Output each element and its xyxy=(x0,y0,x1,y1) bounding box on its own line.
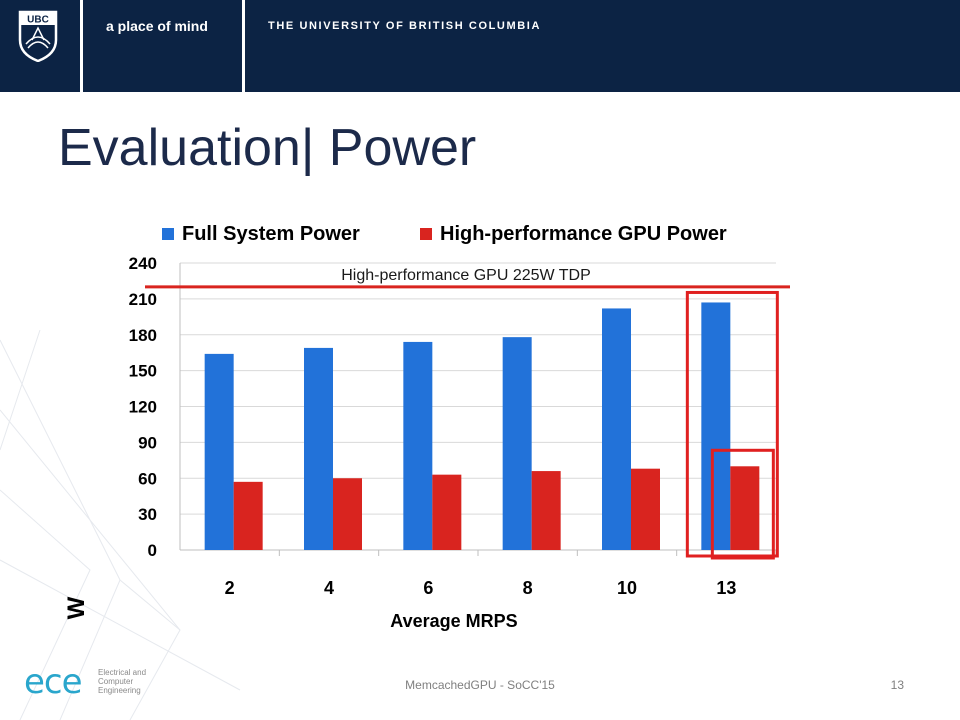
y-axis-label: W xyxy=(63,596,90,619)
bar-gpu xyxy=(531,471,561,550)
legend-label: Full System Power xyxy=(182,223,360,245)
tdp-reference-label: High-performance GPU 225W TDP xyxy=(341,267,591,284)
y-tick-label: 0 xyxy=(148,541,157,560)
decorative-lines xyxy=(0,330,241,720)
bar-gpu xyxy=(333,478,362,550)
legend-label: High-performance GPU Power xyxy=(440,223,727,245)
x-tick-label: 2 xyxy=(225,578,235,598)
chart-bars xyxy=(204,302,760,550)
header-divider xyxy=(242,0,245,92)
slide-title: Evaluation| Power xyxy=(58,119,477,177)
bar-gpu xyxy=(233,481,263,550)
bar-gpu xyxy=(631,468,660,550)
ubc-logo-text: UBC xyxy=(27,15,49,26)
y-tick-label: 120 xyxy=(129,398,157,417)
y-tick-label: 60 xyxy=(138,469,157,488)
ece-subtitle-line: Electrical and xyxy=(98,668,147,677)
bar-full-system xyxy=(403,341,433,550)
highlight-box-gpu xyxy=(710,448,775,560)
y-tick-label: 180 xyxy=(129,326,157,345)
page-number: 13 xyxy=(890,678,904,692)
ece-logo-subtitle: Electrical and Computer Engineering xyxy=(98,668,158,695)
bar-full-system xyxy=(502,337,532,550)
bar-full-system xyxy=(701,302,731,550)
power-bar-chart: Full System Power High-performance GPU Po… xyxy=(63,223,790,631)
bar-full-system xyxy=(204,353,234,550)
ece-logo: ece Electrical and Computer Engineering xyxy=(24,662,146,702)
y-tick-label: 90 xyxy=(138,433,157,452)
ubc-crest-icon: UBC xyxy=(18,10,58,62)
x-axis-label: Average MRPS xyxy=(390,611,517,631)
university-name: THE UNIVERSITY OF BRITISH COLUMBIA xyxy=(268,20,541,32)
x-tick-label: 6 xyxy=(423,578,433,598)
legend-swatch xyxy=(162,228,174,240)
tagline: a place of mind xyxy=(106,18,208,34)
bar-gpu xyxy=(730,466,760,550)
ece-subtitle-line: Computer xyxy=(98,677,134,686)
ece-subtitle-line: Engineering xyxy=(98,686,141,695)
x-axis-ticks: 2 4 6 8 10 13 xyxy=(225,550,777,598)
x-tick-label: 10 xyxy=(617,578,637,598)
x-tick-label: 13 xyxy=(716,578,736,598)
chart-legend: Full System Power High-performance GPU Po… xyxy=(162,223,727,245)
legend-swatch xyxy=(420,228,432,240)
y-axis-ticks: 0 30 60 90 120 150 180 210 240 xyxy=(129,254,157,560)
highlight-box-full xyxy=(685,290,779,558)
bar-full-system xyxy=(602,308,631,550)
chart-annotations: High-performance GPU 225W TDP xyxy=(145,267,790,560)
x-tick-label: 4 xyxy=(324,578,334,598)
y-tick-label: 150 xyxy=(129,362,157,381)
y-tick-label: 210 xyxy=(129,290,157,309)
header-divider xyxy=(80,0,83,92)
bar-gpu xyxy=(432,474,462,550)
y-tick-label: 240 xyxy=(129,254,157,273)
ece-logo-text: ece xyxy=(24,662,83,702)
header-bar: UBC a place of mind THE UNIVERSITY OF BR… xyxy=(0,0,960,92)
footer-text: MemcachedGPU - SoCC'15 xyxy=(405,678,555,692)
x-tick-label: 8 xyxy=(523,578,533,598)
y-tick-label: 30 xyxy=(138,505,157,524)
bar-full-system xyxy=(304,347,333,550)
